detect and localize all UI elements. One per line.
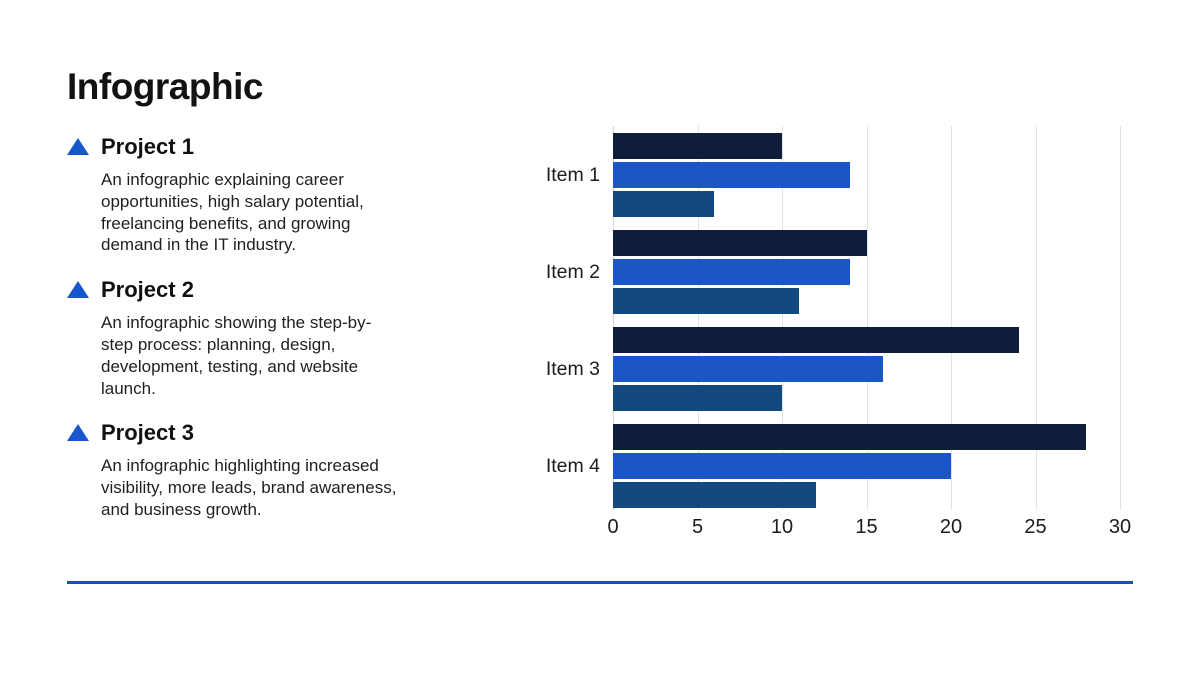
category-label: Item 1 [545, 164, 600, 186]
x-tick-label: 5 [691, 516, 704, 538]
x-tick-label: 10 [770, 516, 794, 538]
project-heading: Project 3 [101, 420, 194, 446]
triangle-bullet-icon [67, 138, 89, 155]
bar [613, 259, 850, 285]
bar-chart: 0 5 10 15 20 25 30 Item 1 Item 2 Item 3 Item 4 [520, 126, 1140, 546]
project-heading: Project 2 [101, 277, 194, 303]
x-gridline [697, 126, 699, 510]
plot-area [613, 126, 1121, 510]
project-heading: Project 1 [101, 134, 194, 159]
bar [613, 230, 867, 256]
project-list: Project 1 An infographic explaining care… [67, 134, 497, 542]
x-gridline [613, 126, 614, 510]
x-gridline [866, 126, 868, 510]
category-label: Item 4 [545, 455, 600, 477]
category-label: Item 3 [545, 358, 600, 380]
bar [613, 453, 951, 479]
project-heading-row: Project 3 [67, 420, 497, 446]
bar [613, 133, 782, 159]
project-item-2: Project 2 An infographic showing the ste… [67, 277, 497, 399]
x-tick-label: 15 [855, 516, 878, 538]
x-gridline [951, 126, 952, 510]
project-heading-row: Project 2 [67, 277, 497, 303]
x-gridline [782, 126, 783, 510]
bar [613, 327, 1019, 353]
x-tick-label: 0 [607, 516, 619, 538]
x-gridline [1035, 126, 1037, 510]
divider-line [67, 581, 1133, 584]
bar [613, 162, 850, 188]
x-tick-label: 20 [939, 516, 963, 538]
x-gridline [1120, 126, 1121, 510]
bar [613, 191, 715, 217]
project-item-3: Project 3 An infographic highlighting in… [67, 420, 497, 520]
page-title: Infographic [67, 66, 263, 107]
x-tick-label: 30 [1108, 516, 1132, 538]
project-description: An infographic showing the step-by- step… [101, 313, 372, 398]
triangle-bullet-icon [67, 281, 89, 299]
bar [613, 385, 782, 411]
project-description: An infographic highlighting increased vi… [101, 456, 397, 519]
project-description: An infographic explaining career opportu… [101, 170, 364, 255]
category-label: Item 2 [545, 261, 600, 283]
x-tick-label: 25 [1024, 516, 1047, 538]
bar [613, 288, 799, 314]
project-item-1: Project 1 An infographic explaining care… [67, 134, 497, 256]
triangle-bullet-icon [67, 424, 89, 442]
bar [613, 424, 1087, 450]
bar [613, 482, 816, 508]
bar [613, 356, 884, 382]
project-heading-row: Project 1 [67, 134, 497, 160]
